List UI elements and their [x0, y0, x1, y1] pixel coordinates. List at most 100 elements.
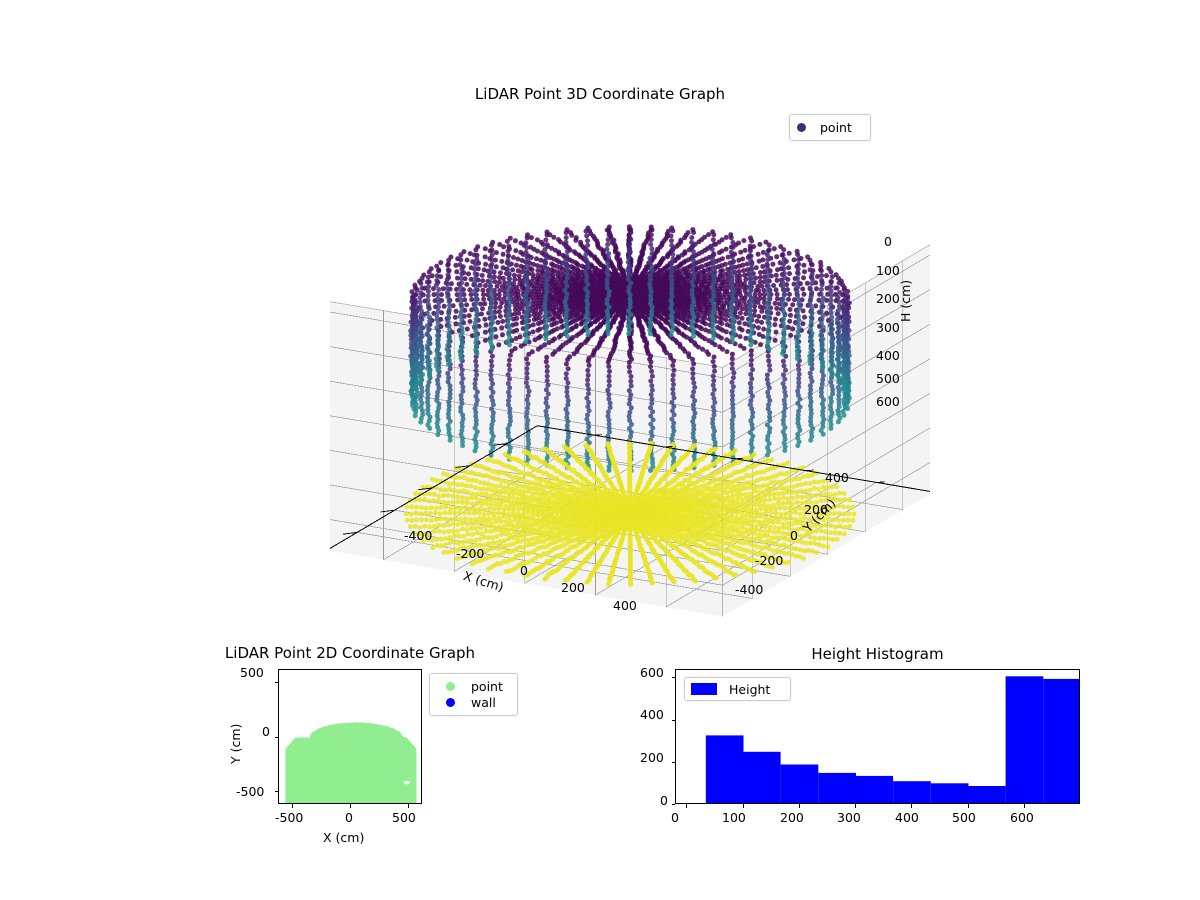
height-bar-icon — [691, 683, 717, 695]
plot3d-point-cloud — [403, 224, 857, 587]
plot2d-ytickmark — [274, 682, 278, 683]
histogram-ytick-0: 0 — [660, 793, 668, 808]
histogram-bar[interactable] — [818, 772, 856, 804]
grid-back-h — [722, 323, 930, 448]
histogram-ytickmark — [671, 677, 675, 678]
histogram-ytickmark — [671, 762, 675, 763]
histogram-xtick-300: 300 — [837, 810, 861, 825]
plot2d-xtick-0: 0 — [345, 810, 353, 825]
legend-item-wall[interactable]: wall — [438, 695, 509, 712]
histogram-xtick-200: 200 — [780, 810, 804, 825]
plot2d-title: LiDAR Point 2D Coordinate Graph — [224, 644, 476, 662]
plot3d-xtick-400: 400 — [613, 598, 637, 613]
grid-back-h — [722, 392, 930, 517]
histogram-bar[interactable] — [743, 751, 781, 804]
legend-item-height[interactable]: Height — [685, 678, 790, 700]
histogram-bar[interactable] — [968, 786, 1006, 804]
histogram-ytickmark — [671, 720, 675, 721]
y-tickmark — [664, 446, 673, 448]
y-tickmark — [593, 434, 602, 436]
plot3d-axis-spines — [330, 425, 930, 550]
plot2d-gap — [403, 781, 410, 785]
plot2d-point-region — [285, 722, 417, 803]
plot2d-canvas — [285, 722, 417, 803]
plot3d-ytick-0: 0 — [790, 528, 798, 543]
plot2d-ytick--500: -500 — [236, 784, 265, 799]
grid-back-h — [722, 358, 930, 482]
plot3d-ytick--400: -400 — [735, 582, 764, 597]
plot3d-ztick-100: 100 — [876, 263, 900, 278]
legend-label-wall: wall — [471, 695, 496, 711]
histogram-legend[interactable]: Height — [684, 677, 791, 701]
legend-label-height: Height — [729, 681, 771, 697]
histogram-bar[interactable] — [1043, 678, 1080, 804]
histogram-bar[interactable] — [856, 775, 894, 804]
plot2d-yaxis-label: Y (cm) — [228, 723, 243, 764]
y-tickmark — [735, 457, 744, 460]
plot2d-xtickmark — [292, 804, 293, 808]
histogram-xtickmark — [911, 804, 912, 808]
plot3d-ytick--200: -200 — [755, 553, 784, 568]
x-tickmark — [380, 509, 395, 513]
plot2d-xaxis-label: X (cm) — [323, 830, 365, 845]
plot3d-canvas — [330, 224, 930, 617]
histogram-bar[interactable] — [780, 764, 819, 805]
histogram-canvas — [705, 676, 1080, 805]
legend-label-point: point — [471, 678, 503, 694]
histogram-bars — [705, 676, 1080, 805]
grid-back-h — [722, 254, 930, 379]
wall-marker-icon — [446, 698, 455, 708]
plot2d-ytick-0: 0 — [262, 724, 270, 739]
x-tickmark — [455, 465, 470, 468]
grid-left-h — [330, 380, 723, 448]
plot3d-title: LiDAR Point 3D Coordinate Graph — [474, 85, 726, 103]
x-tickmark — [418, 487, 433, 491]
histogram-xtickmark — [1024, 804, 1025, 808]
grid-back-h — [722, 462, 930, 586]
histogram-xtick-400: 400 — [895, 810, 919, 825]
plot2d-ytickmark — [274, 791, 278, 792]
legend-item-point[interactable]: point — [790, 115, 870, 140]
histogram-ytickmark — [671, 804, 675, 805]
plot3d-axes[interactable] — [330, 150, 930, 630]
y-tickmark — [876, 481, 885, 483]
x-tickmark — [493, 443, 508, 446]
plot3d-ytick-200: 200 — [804, 502, 828, 517]
histogram-bar[interactable] — [1005, 676, 1044, 804]
plot2d-xtickmark — [408, 804, 409, 808]
histogram-xtickmark — [799, 804, 800, 808]
plot3d-xtick-200: 200 — [561, 580, 585, 595]
histogram-xtick-100: 100 — [722, 810, 746, 825]
plot2d-xtick--500: -500 — [275, 810, 304, 825]
point-marker-icon — [797, 123, 806, 132]
histogram-ytick-400: 400 — [640, 707, 664, 722]
histogram-xtickmark — [686, 804, 687, 808]
histogram-bar[interactable] — [930, 783, 969, 804]
legend-item-point[interactable]: point — [438, 678, 509, 695]
plot2d-xtick-500: 500 — [392, 810, 416, 825]
plot2d-axes[interactable] — [278, 669, 422, 804]
point-marker-icon — [446, 681, 455, 691]
plot2d-ytickmark — [274, 737, 278, 738]
plot3d-ztick-300: 300 — [876, 320, 900, 335]
plot2d-legend[interactable]: point wall — [429, 673, 518, 716]
histogram-xtick-600: 600 — [1010, 810, 1034, 825]
histogram-title: Height Histogram — [811, 645, 944, 663]
histogram-bar[interactable] — [705, 735, 744, 804]
histogram-ytick-200: 200 — [640, 750, 664, 765]
plot3d-xtick--200: -200 — [456, 546, 485, 561]
histogram-ytick-600: 600 — [640, 665, 664, 680]
histogram-xtick-500: 500 — [952, 810, 976, 825]
plot3d-ztick-600: 600 — [876, 394, 900, 409]
plot3d-xtick--400: -400 — [404, 528, 433, 543]
histogram-xtickmark — [968, 804, 969, 808]
x-tickmark — [342, 531, 358, 535]
y-tickmark — [805, 469, 814, 472]
histogram-bar[interactable] — [893, 781, 931, 804]
histogram-xtickmark — [855, 804, 856, 808]
legend-label-point: point — [820, 120, 852, 135]
plot2d-xtickmark — [350, 804, 351, 808]
plot2d-ytick-500: 500 — [240, 665, 264, 680]
plot3d-legend[interactable]: point — [789, 114, 871, 141]
